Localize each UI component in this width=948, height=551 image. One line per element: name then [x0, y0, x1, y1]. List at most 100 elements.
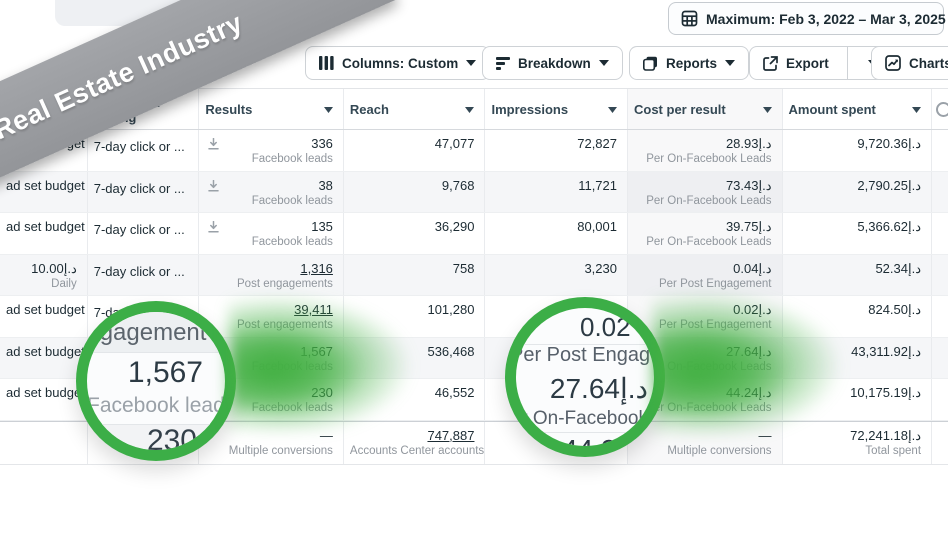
results-label: Facebook leads — [251, 236, 333, 248]
impressions-value: 3,230 — [584, 260, 617, 276]
reach-value: 536,468 — [427, 343, 475, 359]
budget-cell: 10.00د.إ Daily — [0, 254, 88, 295]
sort-caret-icon[interactable] — [465, 106, 475, 113]
reach-value: 9,768 — [441, 177, 475, 193]
cost-cell: 0.02د.إ Per Post Engagement — [628, 296, 783, 337]
impressions-value: 72,827 — [577, 136, 617, 151]
reach-cell: 101,280 — [344, 296, 486, 337]
results-value-link[interactable]: 1,316 — [300, 260, 333, 276]
charts-icon — [885, 55, 901, 71]
columns-label: Columns: Custom — [342, 55, 459, 71]
spent-value: 9,720.36د.إ — [857, 136, 922, 151]
spent-value: 824.50د.إ — [868, 302, 922, 317]
reach-value: 36,290 — [434, 219, 475, 234]
reach-cell: 9,768 — [344, 171, 486, 212]
spent-cell: 9,720.36د.إ — [783, 130, 933, 171]
spent-value: 52.34د.إ — [875, 260, 922, 276]
stub-cell — [932, 172, 948, 213]
charts-button[interactable]: Charts — [871, 46, 948, 80]
budget-value: ad set budget — [6, 177, 85, 193]
results-value: 38 — [318, 177, 333, 193]
magnified-text: engagement — [76, 319, 207, 346]
calendar-icon — [681, 10, 698, 27]
budget-value: ad set budget — [6, 219, 85, 234]
download-leads-icon[interactable] — [208, 221, 220, 233]
breakdown-icon — [496, 56, 510, 70]
results-cell: 38 Facebook leads — [199, 171, 344, 212]
attribution-cell: 7-day click or ... — [88, 171, 200, 212]
impressions-cell: 11,721 — [485, 171, 628, 212]
header-impressions-label: Impressions — [491, 102, 569, 117]
columns-button[interactable]: Columns: Custom — [305, 46, 491, 80]
export-icon — [763, 55, 778, 71]
budget-cell — [0, 421, 88, 464]
budget-value: ad set budget — [6, 302, 85, 317]
spent-cell: 5,366.62د.إ — [783, 213, 933, 254]
results-value: 336 — [311, 136, 333, 151]
attribution-cell: 7-day click or ... — [88, 213, 200, 254]
cost-cell: 39.75د.إ Per On-Facebook Leads — [628, 213, 783, 254]
download-leads-icon[interactable] — [208, 138, 220, 150]
header-amount-spent[interactable]: Amount spent — [783, 89, 933, 129]
impressions-value: 11,721 — [578, 177, 617, 193]
export-button[interactable]: Export — [749, 46, 891, 80]
breakdown-label: Breakdown — [518, 55, 591, 71]
spent-cell: 2,790.25د.إ — [783, 171, 933, 212]
reports-icon — [643, 56, 658, 71]
stub-cell — [932, 379, 948, 420]
reports-button[interactable]: Reports — [629, 46, 750, 80]
results-label: Post engagements — [237, 277, 333, 290]
results-label: Facebook leads — [251, 194, 333, 207]
spent-cell: 43,311.92د.إ — [783, 337, 933, 378]
cost-value: 39.75د.إ — [725, 219, 772, 234]
magnified-row-band — [87, 424, 225, 450]
export-label: Export — [786, 55, 829, 71]
impressions-cell: 80,001 — [485, 213, 628, 254]
stub-cell — [932, 296, 948, 337]
cost-label: Per On-Facebook Leads — [646, 194, 772, 207]
columns-icon — [319, 56, 334, 70]
download-leads-icon[interactable] — [208, 179, 220, 192]
header-impressions[interactable]: Impressions — [485, 89, 628, 129]
reach-total-label: Accounts Center accounts — [349, 444, 485, 457]
magnified-results-label: Facebook leads — [87, 394, 236, 417]
header-cost-per-result[interactable]: Cost per result — [628, 89, 783, 129]
header-reach[interactable]: Reach — [344, 89, 486, 129]
magnifier-circle-results: engagement 1,567 Facebook leads 230 — [76, 301, 236, 461]
cost-value: 0.02د.إ — [733, 302, 772, 317]
magnified-row-divider — [87, 352, 225, 353]
reach-value: 46,552 — [434, 385, 475, 400]
magnified-row-divider — [516, 344, 654, 345]
sort-caret-icon[interactable] — [912, 106, 922, 113]
magnified-results-value: 1,567 — [127, 356, 203, 389]
results-label: Facebook leads — [251, 153, 333, 165]
table-row[interactable]: 10.00د.إ Daily 7-day click or ... 1,316 … — [0, 254, 948, 296]
cost-label: Per On-Facebook Leads — [646, 153, 772, 165]
reports-label: Reports — [666, 55, 718, 71]
budget-value: ad set budget — [6, 385, 85, 400]
stub-cell — [932, 213, 948, 254]
chevron-down-icon — [466, 60, 477, 66]
cost-value: 0.04د.إ — [733, 260, 772, 276]
spent-cell: 824.50د.إ — [783, 296, 933, 337]
breakdown-button[interactable]: Breakdown — [482, 46, 623, 80]
column-settings-icon[interactable] — [936, 102, 948, 117]
table-row[interactable]: ad set budget 7-day click or ... 38 Face… — [0, 171, 948, 213]
sort-caret-icon[interactable] — [762, 106, 772, 113]
reach-total-value-link[interactable]: 747,887 — [427, 427, 475, 443]
sort-caret-icon[interactable] — [323, 106, 333, 113]
reach-value: 101,280 — [427, 302, 475, 317]
export-split-divider — [846, 46, 848, 80]
magnified-cost-value: 27.64د.إ — [549, 373, 648, 404]
header-results[interactable]: Results — [199, 89, 344, 129]
date-range-selector[interactable]: Maximum: Feb 3, 2022 – Mar 3, 2025 — [668, 2, 946, 35]
sort-caret-icon[interactable] — [608, 106, 617, 113]
cost-label: Per Post Engagement — [658, 277, 772, 290]
budget-cell: ad set budget — [0, 213, 88, 254]
results-cell: 1,316 Post engagements — [199, 254, 344, 295]
table-row[interactable]: ad set budget 7-day click or ... 135 Fac… — [0, 213, 948, 255]
charts-label: Charts — [909, 55, 948, 71]
table-row[interactable]: ad set budget 7-day click or ... 336 Fac… — [0, 130, 948, 172]
attribution-value: 7-day click or ... — [93, 222, 185, 237]
